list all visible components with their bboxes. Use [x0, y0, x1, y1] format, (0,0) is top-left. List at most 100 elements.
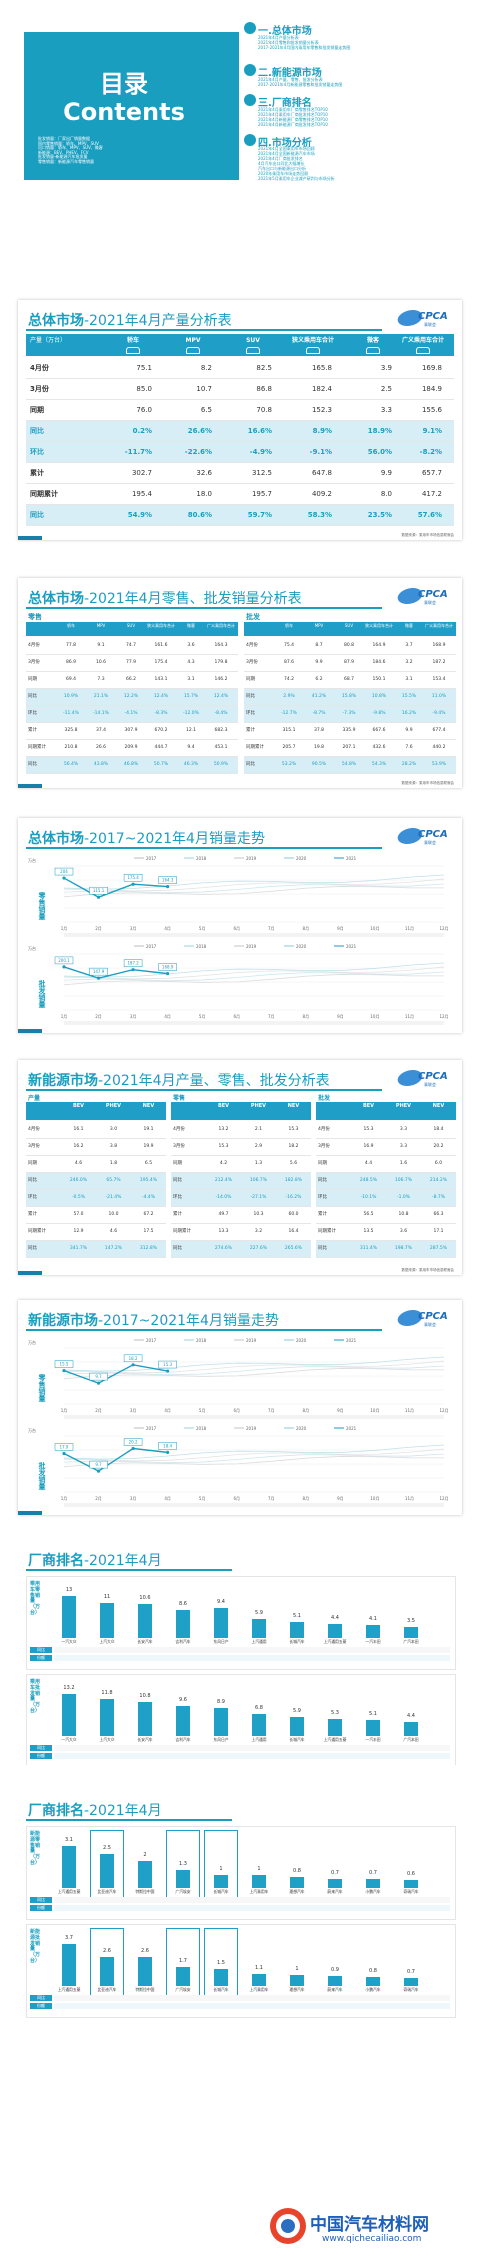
column-header: 狭义乘用车合计	[147, 623, 175, 628]
highlight-box	[90, 1830, 124, 1902]
table-cell: 227.6%	[249, 1246, 268, 1251]
x-tick-label: 7月	[268, 1496, 275, 1501]
cover-note: 批发销量-新能源汽车批发量	[38, 154, 88, 160]
ranking-bar	[138, 1603, 152, 1638]
bar-value-label: 13.2	[63, 1685, 75, 1692]
table-cell: 59.7%	[247, 511, 272, 519]
row-label: 环比	[173, 1195, 182, 1200]
toc-line: 汽车出口与新能源出口分析	[258, 166, 306, 171]
toc-line: 2021年4月产量分析表	[258, 35, 299, 40]
x-tick-label: 2月	[95, 1014, 102, 1019]
x-tick-label: 3月	[130, 1496, 137, 1501]
toc-line: 2017-2021年4月新能源零售和批发销量走势图	[258, 82, 343, 87]
y-axis-label: 批发销量	[38, 1461, 47, 1491]
maker-label: 一汽丰田	[365, 1737, 381, 1742]
toc-section-2[interactable]: 二.新能源市场 2021年4月产量、零售、批发分析表 2017-2021年4月新…	[244, 64, 462, 94]
row-label: 同期	[30, 406, 44, 414]
row-divider	[26, 483, 454, 484]
ranking-bar	[62, 1596, 76, 1638]
growth-band	[64, 933, 444, 937]
group-label: 零售	[173, 1095, 186, 1102]
row-label: 累计	[28, 728, 37, 733]
unit-label: 万台	[28, 1427, 36, 1433]
slide-nev-maker-ranking: 厂商排名-2021年4月 新能源零售销量（万台） 3.1 上汽通用五菱 2.5 比亚迪汽…	[18, 1790, 462, 2030]
stat-row-label: 份额	[30, 2003, 52, 2009]
x-tick-label: 5月	[199, 1408, 206, 1413]
ranking-bar	[100, 1854, 114, 1888]
source-note: 数据来源：乘用车市场信息联席会	[401, 533, 455, 537]
table-cell: 209.9	[124, 745, 138, 750]
table-cell: 90.5%	[311, 762, 327, 767]
toc-section-1[interactable]: 一.总体市场 2021年4月产量分析表 2021年4月零售和批发销量分析表 20…	[244, 22, 462, 62]
series-line-2021	[63, 877, 168, 898]
maker-label: 特斯拉中国	[135, 1987, 155, 1992]
table-cell: 4.4	[364, 1161, 373, 1166]
table-cell: 54.3%	[371, 762, 387, 767]
table-cell: 11.0%	[431, 694, 447, 699]
table-cell: 17.1	[433, 1229, 444, 1234]
data-label: 147.9	[93, 969, 105, 974]
toc-number-circle	[244, 134, 256, 146]
table-cell: -8.2%	[419, 448, 442, 456]
row-label: 同比	[28, 1178, 37, 1183]
table-cell: 65.7%	[106, 1178, 121, 1183]
maker-label: 蔚来汽车	[327, 1889, 343, 1894]
history-line	[63, 1356, 445, 1372]
table-cell: 67.2	[143, 1212, 154, 1217]
row-divider	[26, 1240, 166, 1241]
table-cell: 453.1	[214, 745, 228, 750]
row-divider	[26, 504, 454, 505]
highlight-row	[316, 1241, 456, 1257]
y-axis-label: 零售销量	[38, 891, 47, 921]
table-cell: 12.1	[185, 728, 197, 733]
table-cell: 85.0	[136, 385, 152, 393]
history-line	[63, 1360, 445, 1374]
table-cell: 164.9	[372, 643, 386, 648]
table-cell: 58.3%	[307, 511, 332, 519]
table-cell: 80.8	[343, 643, 355, 648]
row-divider	[26, 654, 238, 655]
row-label: 累计	[30, 469, 44, 477]
maker-label: 东风日产	[213, 1737, 229, 1742]
table-cell: 3.3	[399, 1144, 408, 1149]
bar-value-label: 1	[219, 1865, 223, 1872]
toc-section-3[interactable]: 三.厂商排名 2021年4月乘用车厂商零售排名TOP10 2021年4月乘用车厂…	[244, 94, 462, 132]
data-point	[131, 882, 135, 886]
table-cell: 80.6%	[187, 511, 212, 519]
row-divider	[244, 739, 456, 740]
toc-section-4[interactable]: 四.市场分析 2021年4月全国乘用车市场回顾 2021年4月全国新能源汽车市场…	[244, 134, 462, 184]
watermark-url: www.qichecailiao.com	[322, 2234, 422, 2244]
table-cell: 26.6%	[187, 427, 212, 435]
stat-row-label: 同比	[30, 1647, 52, 1653]
bar-value-label: 5.9	[293, 1708, 301, 1715]
table-cell: 175.4	[154, 660, 168, 665]
table-cell: 43.8%	[93, 762, 109, 767]
table-cell: 16.4	[288, 1229, 299, 1234]
unit-label: 万台	[28, 945, 36, 951]
row-label: 同期	[173, 1161, 182, 1166]
data-label: 168.9	[162, 965, 174, 970]
x-tick-label: 2月	[95, 1408, 102, 1413]
table-cell: 3.6	[187, 643, 195, 648]
table-cell: 57.0	[73, 1212, 84, 1217]
toc-line: 2021年4月乘用车厂商零售排名TOP10	[258, 107, 328, 112]
row-label: 同比	[28, 762, 37, 767]
table-cell: 15.3	[288, 1127, 299, 1132]
source-note: 数据来源：乘用车市场信息联席会	[401, 1268, 455, 1272]
table-cell: 74.2	[283, 677, 295, 682]
maker-label: 广汽埃安	[175, 1987, 191, 1992]
table-cell: 8.7	[315, 643, 323, 648]
row-label: 环比	[28, 1195, 37, 1200]
table-cell: 56.4%	[63, 762, 79, 767]
highlight-row	[26, 757, 238, 773]
row-divider	[244, 654, 456, 655]
maker-label: 一汽丰田	[365, 1639, 381, 1644]
x-tick-label: 4月	[164, 1014, 171, 1019]
row-divider	[26, 722, 238, 723]
table-cell: 16.9	[363, 1144, 374, 1149]
table-cell: -14.1%	[93, 711, 109, 716]
table-cell: 3.9	[380, 364, 392, 372]
table-cell: 10.8%	[371, 694, 387, 699]
slide-title: 新能源市场-2021年4月产量、零售、批发分析表	[28, 1073, 330, 1089]
history-line	[63, 966, 445, 980]
